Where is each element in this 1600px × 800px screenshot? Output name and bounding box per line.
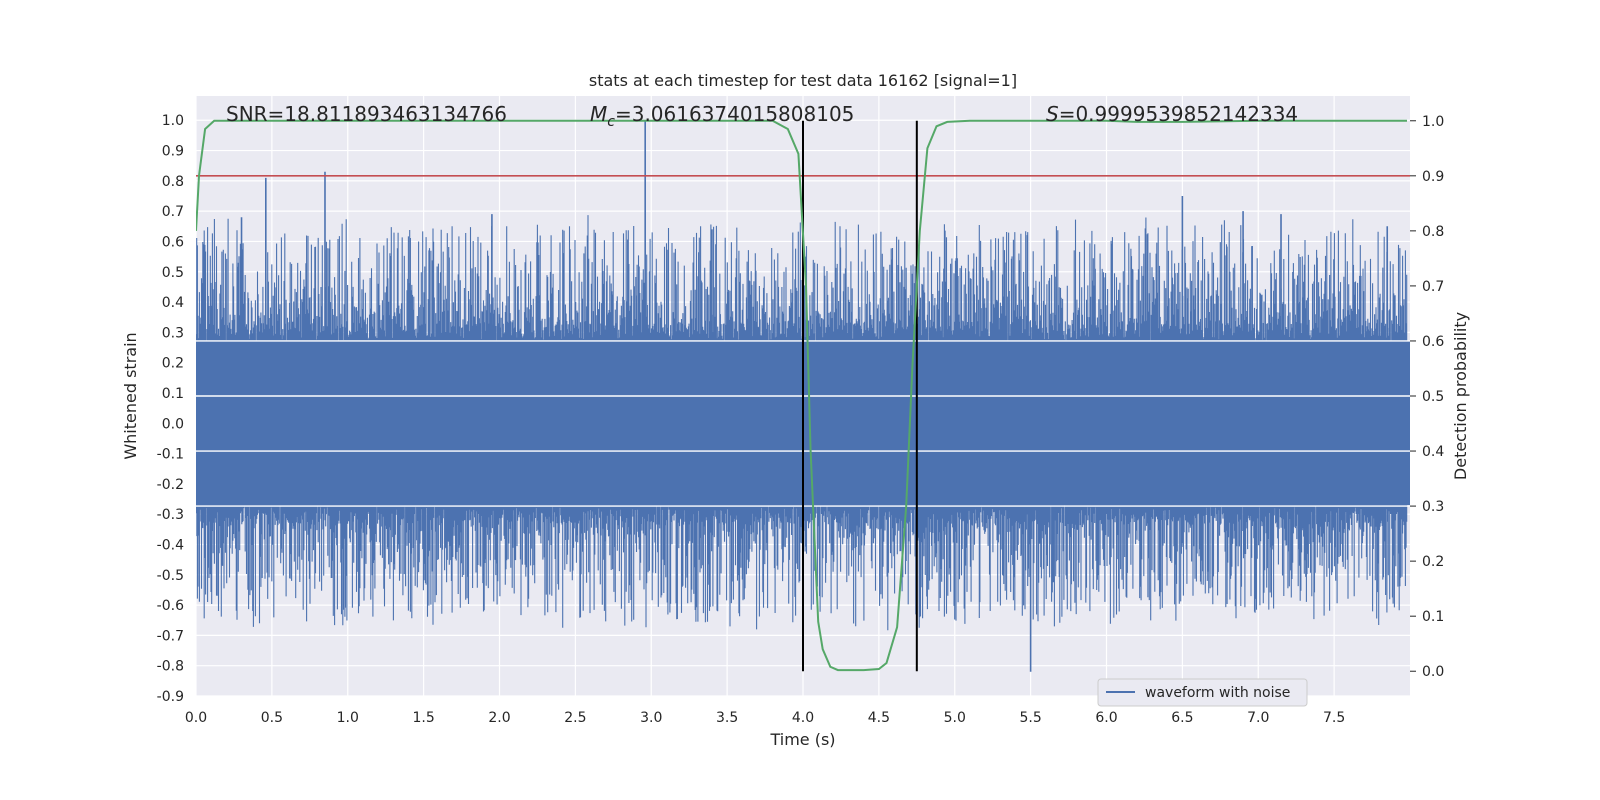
chirp-mass-symbol: M (590, 102, 607, 126)
y2-tick-label: 0.8 (1422, 224, 1444, 240)
y-tick-label: 0.3 (162, 325, 184, 341)
s-symbol: S (1046, 102, 1059, 126)
y-tick-label: 0.0 (162, 416, 184, 432)
s-annotation: S=0.9999539852142334 (1046, 102, 1298, 126)
y-tick-label: 0.8 (162, 174, 184, 190)
chirp-mass-value: =3.0616374015808105 (615, 102, 854, 126)
probability-line (196, 119, 1407, 672)
x-ticks: 0.0 0.5 1.0 1.5 2.0 2.5 3.0 3.5 4.0 4.5 5.0 5.5 6.0 6… (185, 710, 1345, 726)
x-tick-label: 6.0 (1095, 710, 1117, 726)
y-tick-label: -0.8 (157, 659, 184, 675)
x-axis-label: Time (s) (769, 730, 835, 749)
chirp-mass-annotation: Mc=3.0616374015808105 (590, 102, 854, 130)
chirp-mass-subscript: c (607, 114, 615, 130)
x-tick-label: 2.0 (488, 710, 510, 726)
x-tick-label: 3.0 (640, 710, 662, 726)
x-tick-label: 1.0 (337, 710, 359, 726)
y-tick-label: -0.4 (157, 537, 184, 553)
y-tick-label: -0.1 (157, 447, 184, 463)
probability-series (196, 119, 1410, 672)
y-tick-label: 0.2 (162, 356, 184, 372)
y-tick-label: 1.0 (162, 113, 184, 129)
y2-tick-label: 0.1 (1422, 609, 1444, 625)
x-tick-label: 5.5 (1019, 710, 1041, 726)
x-tick-label: 7.5 (1323, 710, 1345, 726)
y-ticks: -0.9 -0.8 -0.7 -0.6 -0.5 -0.4 -0.3 -0.2 -0.1 0.0 0… (157, 113, 184, 705)
x-tick-label: 5.0 (944, 710, 966, 726)
y-tick-label: -0.9 (157, 689, 184, 705)
y-tick-label: 0.5 (162, 265, 184, 281)
y-tick-label: -0.2 (157, 477, 184, 493)
y-tick-label: -0.3 (157, 507, 184, 523)
s-value: =0.9999539852142334 (1059, 102, 1298, 126)
x-tick-label: 4.0 (792, 710, 814, 726)
y-tick-label: -0.6 (157, 598, 184, 614)
x-tick-label: 1.5 (412, 710, 434, 726)
y-tick-label: 0.9 (162, 144, 184, 160)
y-tick-label: 0.4 (162, 295, 184, 311)
y2-tick-label: 0.0 (1422, 664, 1444, 680)
y-tick-label: 0.7 (162, 204, 184, 220)
x-tick-label: 3.5 (716, 710, 738, 726)
x-tick-label: 6.5 (1171, 710, 1193, 726)
legend: waveform with noise (1097, 678, 1308, 707)
y2-tick-label: 0.5 (1422, 389, 1444, 405)
x-tick-label: 4.5 (868, 710, 890, 726)
y-tick-label: 0.6 (162, 234, 184, 250)
y2-tick-label: 0.6 (1422, 334, 1444, 350)
y2-tick-label: 0.3 (1422, 499, 1444, 515)
y2-axis-label: Detection probability (1451, 312, 1470, 480)
legend-label: waveform with noise (1145, 685, 1290, 701)
y2-tick-label: 0.7 (1422, 279, 1444, 295)
y-tick-label: 0.1 (162, 386, 184, 402)
y2-ticks: 0.0 0.1 0.2 0.3 0.4 0.5 0.6 0.7 0.8 0.9 1.0 (1410, 114, 1444, 680)
snr-annotation: SNR=18.811893463134766 (226, 102, 507, 126)
x-tick-label: 0.0 (185, 710, 207, 726)
chart-title: stats at each timestep for test data 161… (589, 71, 1017, 90)
y-axis-label: Whitened strain (121, 332, 140, 459)
y-tick-label: -0.5 (157, 568, 184, 584)
y2-tick-label: 0.9 (1422, 169, 1444, 185)
x-tick-label: 0.5 (261, 710, 283, 726)
y2-tick-label: 0.2 (1422, 554, 1444, 570)
y2-tick-label: 1.0 (1422, 114, 1444, 130)
legend-box (1097, 678, 1308, 707)
x-tick-label: 2.5 (564, 710, 586, 726)
x-tick-label: 7.0 (1247, 710, 1269, 726)
y-tick-label: -0.7 (157, 628, 184, 644)
waveform-line (196, 215, 1408, 631)
y2-tick-label: 0.4 (1422, 444, 1444, 460)
